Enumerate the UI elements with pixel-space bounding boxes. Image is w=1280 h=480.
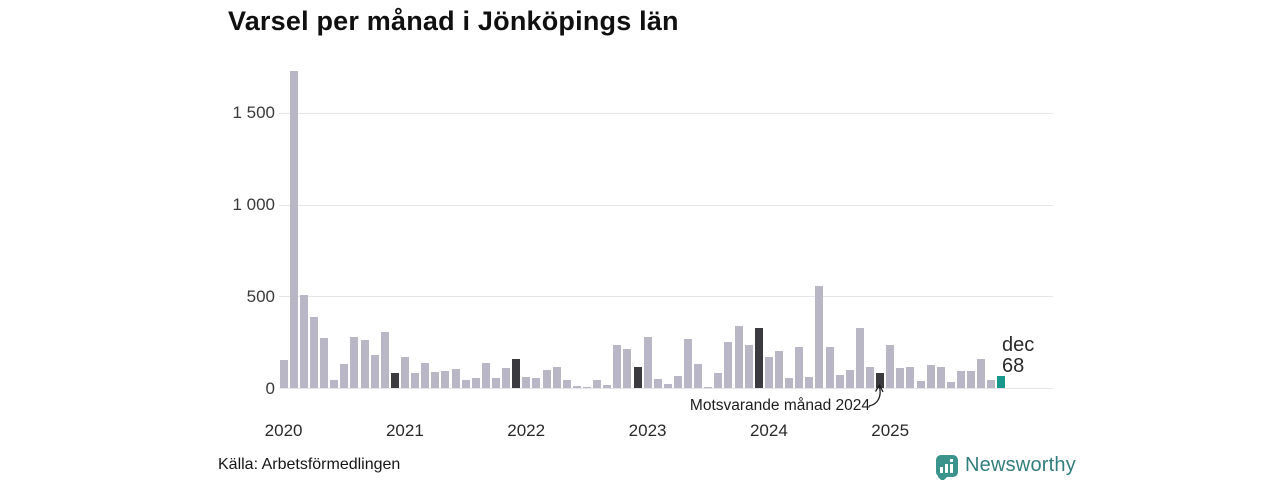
y-tick-label-0: 0: [265, 378, 275, 398]
bar-2022-12: [633, 366, 642, 388]
bar-2021-05: [441, 370, 450, 388]
bar-2021-04: [431, 371, 440, 388]
annotation-label: Motsvarande månad 2024: [689, 397, 870, 414]
gridline-1000: [279, 204, 1053, 206]
bar-2022-05: [562, 379, 571, 388]
bar-2023-02: [653, 379, 662, 388]
bar-2023-07: [704, 386, 713, 388]
bar-2023-10: [734, 325, 743, 388]
x-tick-label-2024: 2024: [749, 421, 788, 440]
bar-2024-12: [876, 373, 885, 388]
bar-2025-11: [987, 379, 996, 388]
bar-2024-08: [835, 375, 844, 388]
bar-2023-03: [663, 384, 672, 388]
bar-2021-03: [421, 362, 430, 388]
newsworthy-chart-bubble-icon: [936, 454, 958, 480]
bar-2020-04: [309, 316, 318, 388]
bar-2020-06: [330, 379, 339, 388]
x-tick-label-2025: 2025: [871, 421, 910, 440]
bar-2024-11: [866, 366, 874, 388]
gridline-1500: [279, 112, 1053, 114]
bar-2024-07: [825, 346, 834, 388]
y-tick-label-500: 500: [246, 286, 275, 306]
bar-2023-01: [643, 336, 652, 388]
bar-2021-09: [481, 363, 490, 388]
current-month-label: dec: [1002, 334, 1035, 356]
bar-2020-08: [350, 337, 359, 388]
bar-2020-03: [299, 295, 308, 388]
source-note: Källa: Arbetsförmedlingen: [218, 456, 401, 473]
bar-2020-01: [279, 359, 288, 388]
bar-2023-08: [714, 372, 723, 388]
bar-2023-09: [724, 341, 733, 388]
gridline-500: [279, 296, 1053, 298]
bar-2025-08: [957, 370, 965, 388]
bar-2025-04: [916, 380, 925, 388]
bar-2022-01: [522, 377, 531, 388]
bar-2024-04: [795, 346, 804, 388]
bar-2025-10: [977, 359, 986, 388]
bar-2022-11: [623, 349, 632, 388]
bar-2025-05: [926, 365, 935, 388]
gridline-0: [279, 388, 1053, 389]
bar-2020-09: [360, 340, 369, 388]
bar-2022-10: [613, 345, 622, 388]
x-tick-label-2020: 2020: [264, 421, 303, 440]
bar-2023-04: [673, 376, 682, 388]
bar-2020-10: [370, 355, 379, 388]
bar-2022-03: [542, 370, 551, 388]
bar-2022-02: [532, 378, 541, 388]
annotation-arrow-icon: [868, 383, 884, 407]
x-tick-label-2021: 2021: [385, 421, 424, 440]
bar-2023-05: [684, 339, 692, 388]
bar-2024-02: [775, 350, 783, 388]
bar-2023-12: [754, 328, 763, 388]
y-tick-label-1000: 1 000: [232, 195, 275, 215]
bar-2024-05: [805, 377, 814, 388]
bar-2022-08: [593, 379, 601, 388]
bar-2024-01: [764, 356, 773, 388]
bar-2021-07: [461, 379, 470, 388]
current-value-label: dec 68: [1002, 335, 1034, 377]
bar-2023-11: [744, 344, 753, 388]
bar-2021-02: [411, 373, 419, 388]
bar-2021-01: [400, 357, 409, 388]
bar-2020-05: [320, 338, 328, 388]
bar-2025-09: [967, 370, 976, 388]
chart-title: Varsel per månad i Jönköpings län: [228, 6, 679, 36]
bar-2022-06: [572, 386, 581, 388]
bar-2020-11: [380, 331, 389, 388]
bar-2021-11: [502, 368, 510, 388]
bar-2025-03: [906, 366, 915, 388]
bar-2024-09: [845, 370, 854, 388]
bar-2025-01: [886, 345, 895, 388]
y-tick-label-1500: 1 500: [232, 103, 275, 123]
bar-2020-07: [340, 364, 349, 388]
bar-2021-08: [471, 378, 480, 388]
brand-name: Newsworthy: [965, 454, 1076, 476]
bar-2023-06: [694, 364, 703, 388]
bar-2024-03: [785, 378, 794, 388]
x-tick-label-2023: 2023: [628, 421, 667, 440]
brand-logo: Newsworthy: [936, 454, 1076, 480]
bar-2021-06: [451, 369, 460, 388]
bar-2024-10: [855, 327, 864, 388]
bar-2025-12: [997, 375, 1006, 388]
bar-2024-06: [815, 285, 824, 388]
bar-2021-10: [491, 377, 500, 388]
bar-2020-12: [390, 373, 399, 388]
bar-2020-02: [289, 70, 298, 388]
bar-2025-07: [946, 381, 955, 388]
current-value: 68: [1002, 355, 1025, 377]
bar-2025-06: [936, 367, 945, 388]
bar-2021-12: [512, 359, 521, 388]
bar-2022-09: [603, 385, 612, 388]
bar-2022-04: [552, 367, 561, 388]
bar-2022-07: [582, 387, 591, 388]
bar-2025-02: [896, 368, 905, 388]
x-tick-label-2022: 2022: [507, 421, 546, 440]
